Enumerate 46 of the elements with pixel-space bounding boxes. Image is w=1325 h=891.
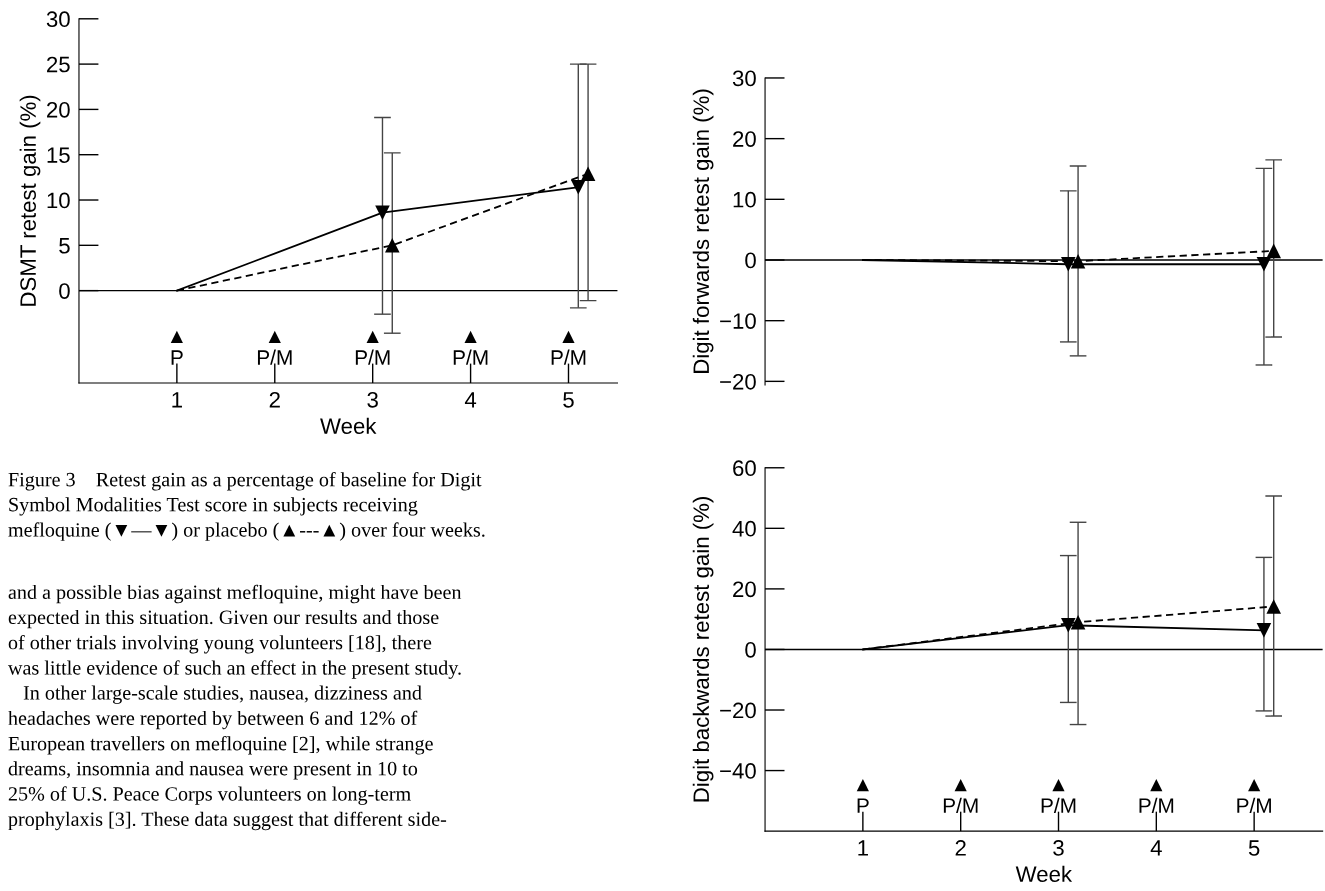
caption: Figure 3 Retest gain as a percentage of baseline for Digit Symbol Modalities Test score in subjects receiving mefloquine (▼—▼) or placebo (▲---▲) over four weeks.: [8, 472, 485, 541]
y-tick-label: −40: [720, 763, 756, 779]
y-tick-label: −20: [720, 702, 756, 719]
y-tick-label: 20: [47, 101, 70, 118]
y-tick-label: 25: [47, 56, 70, 73]
x-tick-label: 5: [563, 392, 574, 408]
x-tick-label: 1: [858, 840, 868, 856]
annotation: ▲ P: [170, 330, 183, 365]
annotation: ▲ P/M: [1041, 778, 1076, 814]
y-tick-label: −10: [720, 313, 756, 329]
y-tick-label: 10: [733, 191, 756, 208]
x-tick-label: 1: [172, 392, 182, 408]
annotation: ▲ P/M: [355, 330, 390, 365]
x-tick-label: 3: [367, 391, 378, 408]
x-axis-title: Week: [320, 417, 377, 434]
y-tick-label: 60: [733, 460, 756, 477]
x-tick-label: 5: [1248, 840, 1260, 856]
y-tick-label: 0: [745, 252, 756, 269]
x-axis-title: Week: [1015, 865, 1073, 883]
annotation: ▲ P/M: [257, 330, 292, 365]
y-tick-label: 20: [733, 581, 756, 598]
y-axis-title: Digit forwards retest gain (%): [692, 89, 714, 373]
y-tick-label: 10: [47, 192, 70, 209]
y-tick-label: 5: [59, 238, 70, 254]
x-tick-label: 2: [269, 391, 280, 408]
y-tick-label: 40: [732, 520, 756, 537]
x-tick-label: 4: [464, 392, 477, 408]
x-tick-label: 2: [955, 840, 966, 856]
text: and a possible bias against mefloquine, might have been expected in this situation. Given our results and those of other trials involving young volunteers [18], there was little evidence of such an effect in the present study. In other large-scale studies, nausea, dizziness and headaches were reported by between 6 and 12% of European travellers on mefloquine [2], while strange dreams, insomnia and nausea were present in 10 to 25% of U.S. Peace Corps volunteers on long-term prophylaxis [3]. These data suggest that different side-: [7, 584, 462, 831]
annotation: ▲ P/M: [1237, 778, 1271, 814]
y-axis-title: Digit backwards retest gain (%): [692, 497, 714, 802]
x-tick-label: 3: [1053, 840, 1064, 856]
y-tick-label: 30: [46, 11, 70, 28]
y-axis-title: DSMT retest gain (%): [19, 95, 41, 306]
annotation: ▲ P/M: [1139, 778, 1174, 814]
annotation: ▲ P/M: [943, 778, 978, 814]
y-tick-label: 15: [47, 147, 70, 163]
annotation: ▲ P/M: [551, 330, 586, 365]
x-tick-label: 4: [1150, 840, 1162, 856]
annotation: ▲ P: [856, 778, 869, 813]
annotation: ▲ P/M: [453, 330, 488, 365]
y-tick-label: 0: [745, 641, 756, 658]
y-tick-label: −20: [720, 373, 756, 390]
y-tick-label: 20: [733, 131, 756, 147]
y-tick-label: 0: [59, 283, 70, 299]
y-tick-label: 30: [732, 70, 756, 87]
